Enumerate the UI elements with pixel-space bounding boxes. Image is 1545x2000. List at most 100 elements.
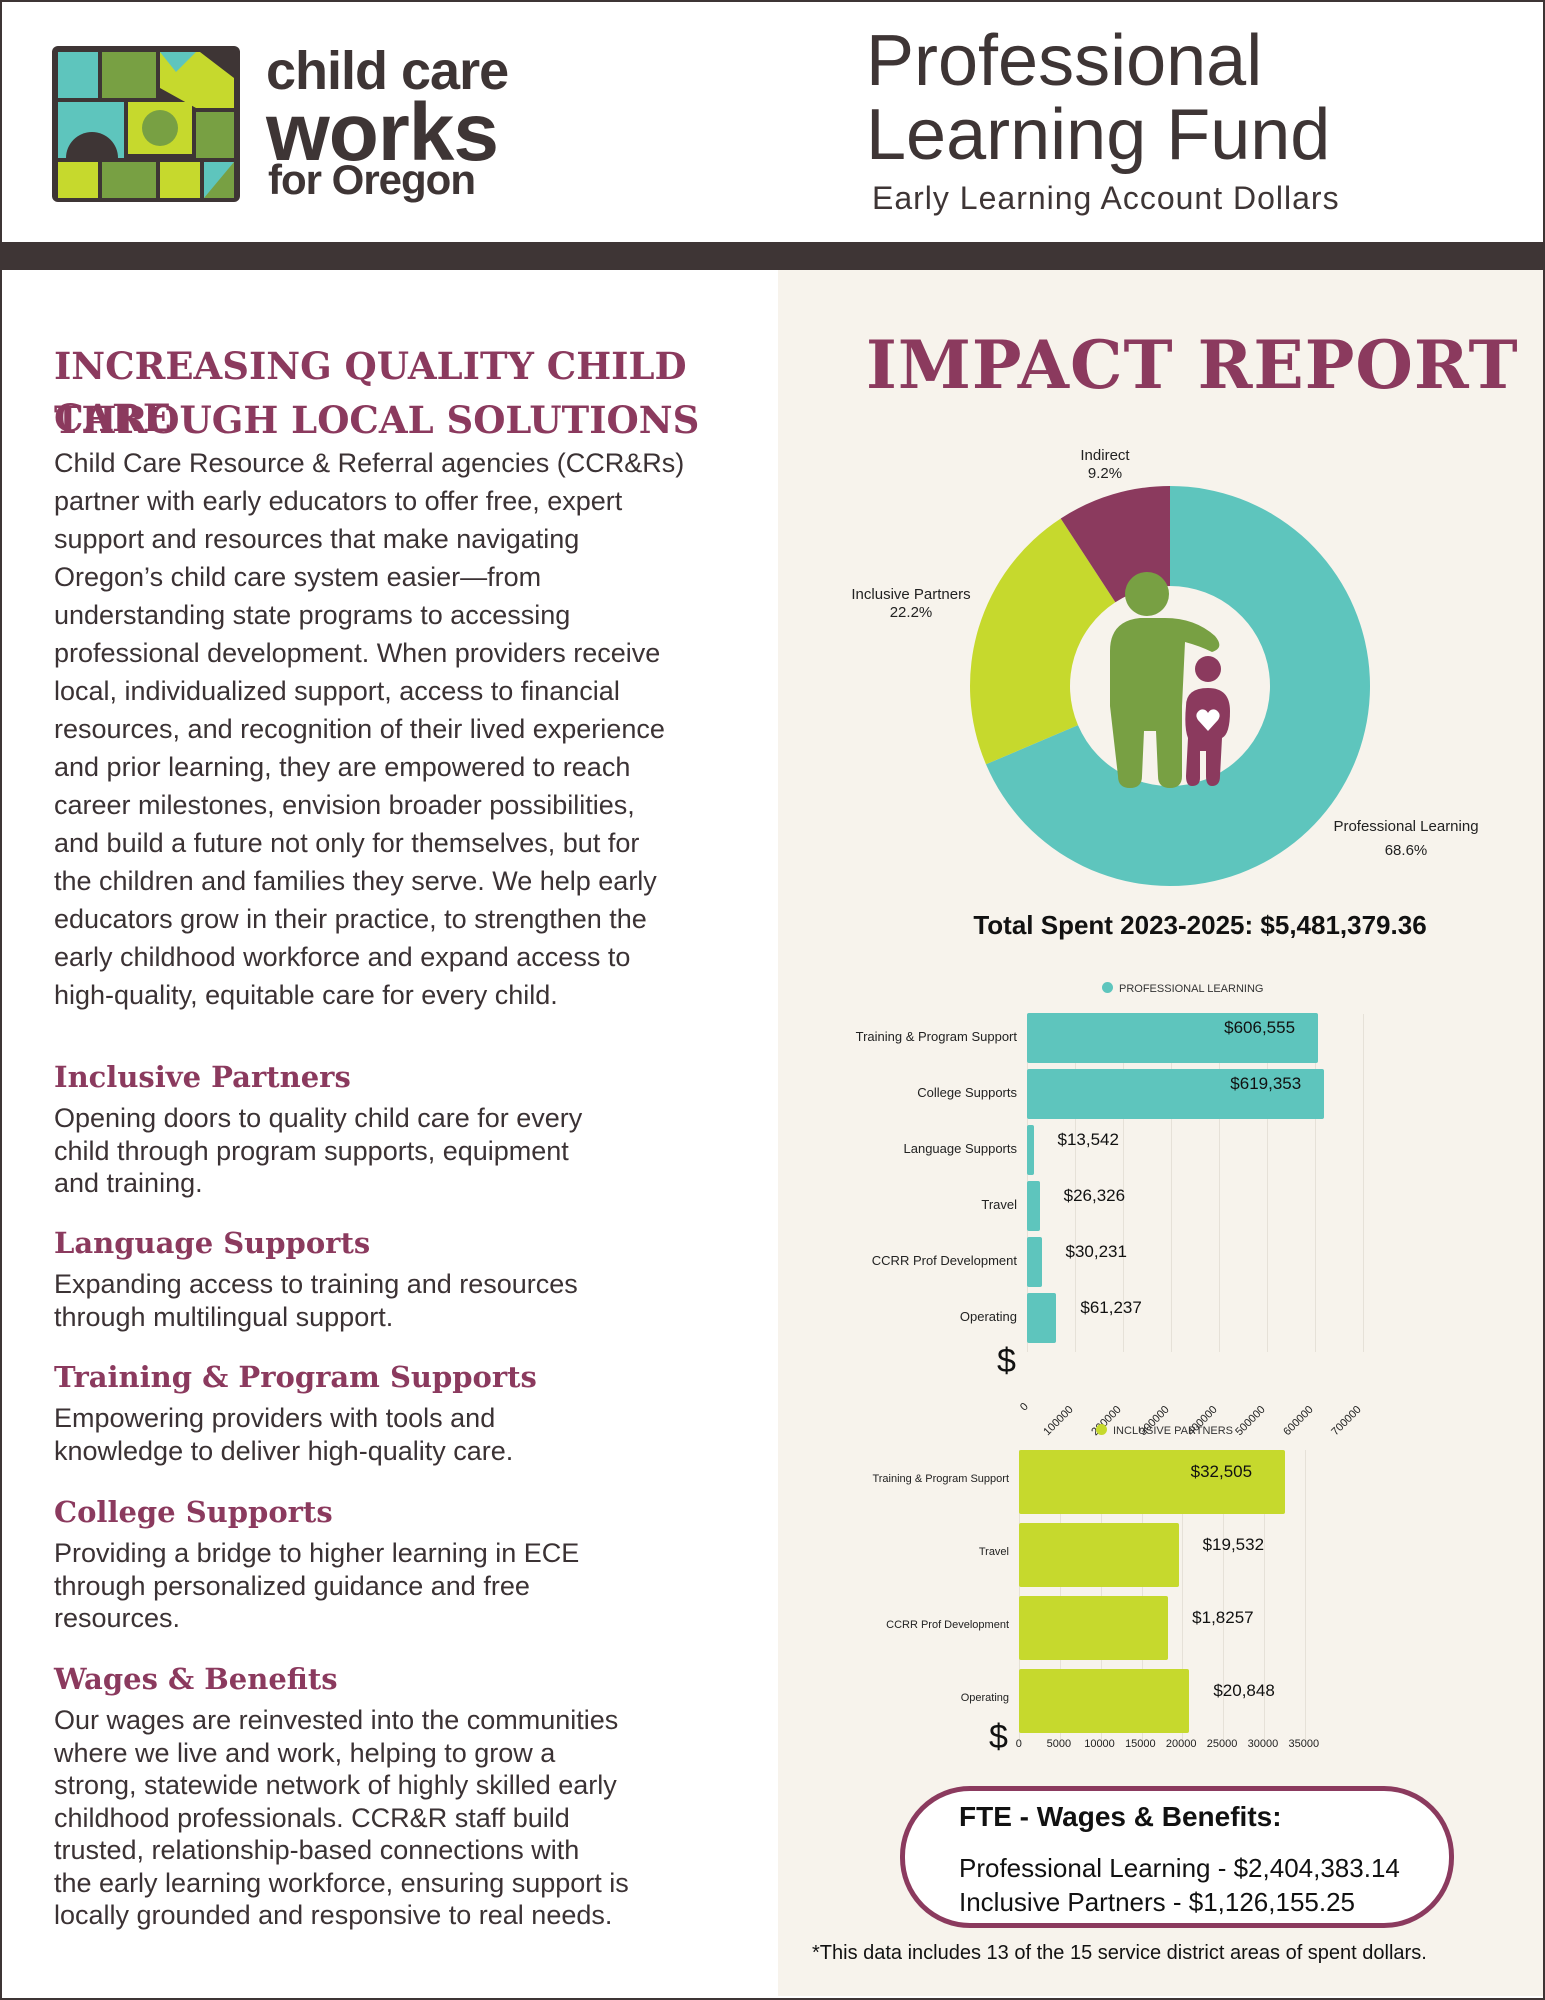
- ip-legend-label: INCLUSIVE PARTNERS: [1113, 1425, 1234, 1437]
- bar-category-label: Operating: [960, 1692, 1009, 1704]
- bar-0: [1027, 1013, 1319, 1063]
- currency-axis-symbol: $: [989, 1718, 1008, 1756]
- ip-legend-swatch: [1096, 1424, 1107, 1435]
- donut-label-inclusive: Inclusive Partners 22.2%: [836, 586, 986, 622]
- bar-category-label: Travel: [978, 1546, 1009, 1558]
- grid-line: [1264, 1450, 1266, 1742]
- logo-text-line3: for Oregon: [268, 156, 476, 203]
- intro-line: Oregon’s child care system easier—from: [54, 562, 542, 592]
- x-axis-tick-label: 5000: [1046, 1738, 1072, 1750]
- bar-value-label: $26,326: [1063, 1186, 1126, 1205]
- bar-value-label: $32,505: [1190, 1462, 1253, 1481]
- section-heading: Language Supports: [54, 1226, 371, 1260]
- pl-legend: PROFESSIONAL LEARNING: [1102, 982, 1263, 995]
- bar-category-label: College Supports: [917, 1085, 1017, 1100]
- section-text-line: where we live and work, helping to grow …: [54, 1737, 556, 1768]
- pl-legend-label: PROFESSIONAL LEARNING: [1119, 983, 1264, 995]
- currency-axis-symbol: $: [997, 1342, 1016, 1380]
- section-text-line: Our wages are reinvested into the commun…: [54, 1705, 619, 1735]
- section-text-line: Empowering providers with tools and: [54, 1403, 496, 1433]
- donut-label-indirect-pct: 9.2%: [1087, 465, 1123, 482]
- bar-1: [1027, 1069, 1325, 1119]
- page-title-line2: Learning Fund: [866, 95, 1331, 175]
- total-spent: Total Spent 2023-2025: $5,481,379.36: [973, 910, 1427, 940]
- header-divider: [2, 242, 1543, 270]
- section-text-line: locally grounded and responsive to real …: [54, 1900, 613, 1930]
- page-title-line1: Professional: [866, 21, 1263, 101]
- bar-1: [1019, 1523, 1179, 1587]
- bar-category-label: CCRR Prof Development: [886, 1619, 1009, 1631]
- section-text-line: Providing a bridge to higher learning in…: [54, 1538, 580, 1568]
- section-text-line: trusted, relationship-based connections …: [54, 1835, 580, 1865]
- section-heading: College Supports: [54, 1495, 333, 1529]
- bar-value-label: $19,532: [1202, 1535, 1265, 1554]
- fte-professional: Professional Learning - $2,404,383.14: [959, 1853, 1400, 1883]
- section-text-line: through multilingual support.: [54, 1301, 394, 1332]
- grid-line: [1219, 1014, 1220, 1352]
- section-text-line: the early learning workforce, ensuring s…: [54, 1867, 629, 1898]
- donut-slice-inclusive: [970, 518, 1116, 765]
- parent-child-icon: [1110, 572, 1230, 788]
- impact-report-title: IMPACT REPORT: [866, 326, 1519, 404]
- section-heading: Training & Program Supports: [54, 1360, 537, 1394]
- x-axis-tick-label: 10000: [1084, 1738, 1115, 1750]
- intro-line: Child Care Resource & Referral agencies …: [54, 448, 685, 478]
- grid-line: [1182, 1450, 1184, 1742]
- section-text-line: childhood professionals. CCR&R staff bui…: [54, 1802, 570, 1833]
- section-text-line: resources.: [54, 1603, 181, 1633]
- bar-value-label: $61,237: [1080, 1298, 1142, 1317]
- donut-label-inclusive-name: Inclusive Partners: [851, 586, 971, 603]
- logo-text-line1: child care: [266, 41, 509, 101]
- section-text-line: child through program supports, equipmen…: [54, 1135, 569, 1166]
- grid-line: [1315, 1014, 1316, 1352]
- footnote: *This data includes 13 of the 15 service…: [812, 1942, 1427, 1964]
- intro-line: early childhood workforce and expand acc…: [54, 942, 631, 972]
- logo-mark-icon: [52, 46, 240, 202]
- bar-3: [1019, 1669, 1190, 1733]
- section-text-line: Opening doors to quality child care for …: [54, 1103, 583, 1133]
- ip-legend: INCLUSIVE PARTNERS: [1096, 1424, 1233, 1437]
- grid-line: [1171, 1014, 1172, 1352]
- fte-title: FTE - Wages & Benefits:: [959, 1801, 1282, 1832]
- section-text-line: and training.: [54, 1168, 203, 1198]
- intro-line: understanding state programs to accessin…: [54, 600, 571, 630]
- section-heading: Inclusive Partners: [54, 1060, 351, 1094]
- bar-category-label: Operating: [959, 1309, 1017, 1324]
- bar-value-label: $13,542: [1057, 1130, 1119, 1149]
- bar-value-label: $20,848: [1213, 1681, 1275, 1700]
- logo: child care works for Oregon: [46, 38, 556, 208]
- donut-label-indirect-name: Indirect: [1080, 447, 1130, 464]
- bar-2: [1027, 1125, 1034, 1175]
- bar-category-label: Training & Program Support: [872, 1473, 1009, 1485]
- grid-line: [1363, 1014, 1364, 1352]
- bar-category-label: CCRR Prof Development: [871, 1253, 1017, 1268]
- donut-label-professional-pct: 68.6%: [1384, 842, 1428, 859]
- donut-label-professional: Professional Learning 68.6%: [1316, 818, 1496, 860]
- pl-legend-swatch: [1102, 982, 1113, 993]
- donut-label-indirect: Indirect 9.2%: [1070, 447, 1140, 483]
- intro-line: career milestones, envision broader poss…: [54, 790, 635, 820]
- grid-line: [1123, 1014, 1124, 1352]
- section-text-line: through personalized guidance and free: [54, 1570, 530, 1601]
- left-panel: [2, 270, 778, 1996]
- intro-line: local, individualized support, access to…: [54, 676, 620, 706]
- section-text-line: knowledge to deliver high-quality care.: [54, 1435, 514, 1466]
- bar-2: [1019, 1596, 1169, 1660]
- bar-5: [1027, 1293, 1057, 1343]
- intro-line: professional development. When providers…: [54, 638, 661, 668]
- bar-category-label: Training & Program Support: [855, 1029, 1017, 1044]
- bar-value-label: $1,8257: [1192, 1608, 1254, 1627]
- bar-4: [1027, 1237, 1042, 1287]
- grid-line: [1267, 1014, 1268, 1352]
- fte-wages-box: FTE - Wages & Benefits: Professional Lea…: [900, 1786, 1454, 1928]
- intro-line: and prior learning, they are empowered t…: [54, 752, 631, 782]
- section-heading: Wages & Benefits: [54, 1662, 338, 1696]
- intro-line: educators grow in their practice, to str…: [54, 904, 647, 934]
- grid-line: [1305, 1450, 1306, 1742]
- bar-category-label: Travel: [981, 1197, 1017, 1212]
- bar-category-label: Language Supports: [903, 1141, 1017, 1156]
- intro-line: the children and families they serve. We…: [54, 866, 657, 896]
- donut-label-inclusive-pct: 22.2%: [889, 604, 933, 621]
- intro-line: partner with early educators to offer fr…: [54, 486, 623, 516]
